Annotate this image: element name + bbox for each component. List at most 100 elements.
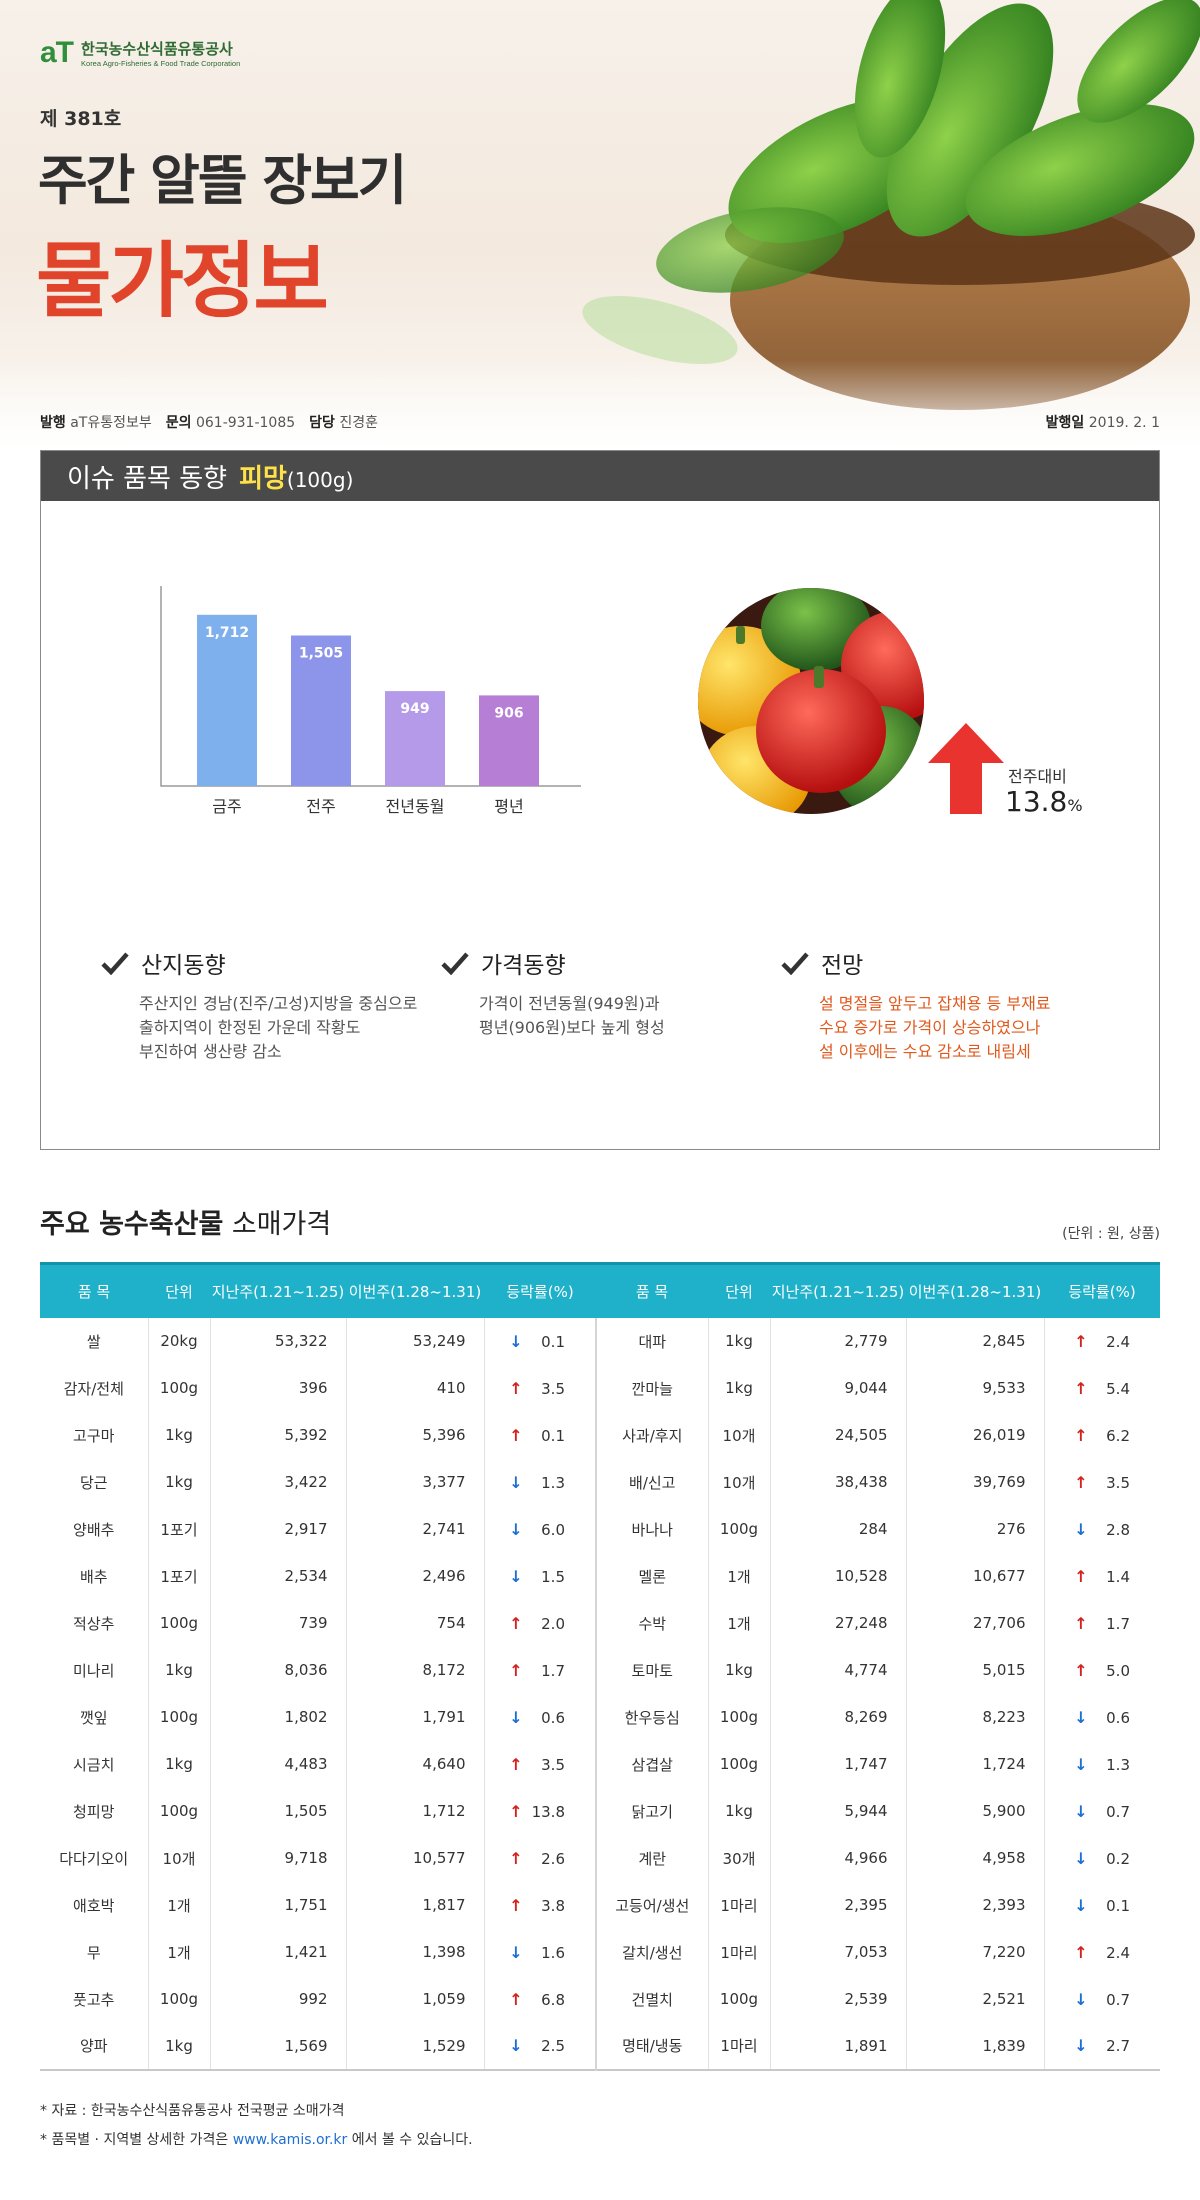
last-week-price: 9,718 <box>209 1834 346 1882</box>
column-header: 이번주(1.28~1.31) <box>346 1262 484 1318</box>
issue-item-unit: (100g) <box>286 467 354 492</box>
this-week-price: 2,741 <box>345 1505 484 1553</box>
last-week-price: 7,053 <box>769 1928 906 1976</box>
this-week-price: 1,712 <box>345 1787 484 1835</box>
change-rate: ↑ 0.1 <box>483 1411 596 1459</box>
publication-meta: 발행 aT유통정보부 문의 061-931-1085 담당 진경훈 <box>40 412 378 432</box>
table-row: 쌀 20kg 53,322 53,249 ↓ 0.1 대파 1kg 2,779 2,845 ↑ 2.4 <box>40 1317 1160 1365</box>
change-rate-value: 0.6 <box>1106 1708 1130 1727</box>
change-rate-value: 1.7 <box>1106 1614 1130 1633</box>
this-week-price: 10,577 <box>345 1834 484 1882</box>
note-origin-trend: 산지동향 주산지인 경남(진주/고성)지방을 중심으로 출하지역이 한정된 가운… <box>101 946 441 1064</box>
item-name: 한우등심 <box>595 1693 708 1741</box>
table-title-rest: 소매가격 <box>223 1209 332 1240</box>
date-value: 2019. 2. 1 <box>1088 415 1160 431</box>
item-unit: 10개 <box>707 1458 770 1506</box>
change-rate: ↓ 0.1 <box>1043 1881 1160 1929</box>
blue-down-arrow-icon: ↓ <box>1074 1801 1088 1821</box>
table-row: 깻잎 100g 1,802 1,791 ↓ 0.6 한우등심 100g 8,269 8,223 ↓ 0… <box>40 1693 1160 1741</box>
red-up-arrow-icon: ↑ <box>509 1378 523 1398</box>
change-rate-value: 2.6 <box>541 1849 565 1868</box>
item-name: 깐마늘 <box>595 1364 708 1412</box>
price-bar-chart: 1,712 금주 1,505 전주 949 전년동월 906 평년 <box>160 586 581 816</box>
item-unit: 100g <box>147 1599 210 1647</box>
item-unit: 10개 <box>707 1411 770 1459</box>
category-label: 금주 <box>212 797 241 816</box>
column-header: 등락률(%) <box>484 1262 596 1318</box>
note-title: 가격동향 <box>481 953 566 979</box>
change-rate-value: 2.7 <box>1106 2037 1130 2055</box>
item-unit: 1kg <box>707 1646 770 1694</box>
change-rate: ↑ 2.4 <box>1043 1317 1160 1365</box>
change-rate-value: 3.5 <box>1106 1473 1130 1492</box>
item-name: 수박 <box>595 1599 708 1647</box>
change-rate-value: 0.7 <box>1106 1802 1130 1821</box>
note-line: 출하지역이 한정된 가운데 작황도 <box>139 1018 361 1037</box>
this-week-price: 1,724 <box>905 1740 1044 1788</box>
issue-no: 381 <box>64 108 104 130</box>
wow-unit: % <box>1067 796 1083 815</box>
issue-suffix: 호 <box>103 108 122 130</box>
item-name: 감자/전체 <box>63 1379 124 1398</box>
red-up-arrow-icon: ↑ <box>1074 1472 1088 1492</box>
this-week-price: 4,640 <box>345 1740 484 1788</box>
date-label: 발행일 <box>1045 415 1085 431</box>
change-rate-value: 2.8 <box>1106 1520 1130 1539</box>
item-unit: 20kg <box>147 1317 210 1365</box>
item-unit: 1kg <box>147 1646 210 1694</box>
blue-down-arrow-icon: ↓ <box>509 1707 523 1727</box>
kamis-link[interactable]: www.kamis.or.kr <box>232 2132 348 2148</box>
item-unit: 100g <box>147 1975 210 2023</box>
this-week-price: 9,533 <box>905 1364 1044 1412</box>
category-label: 평년 <box>494 797 523 816</box>
note-title: 전망 <box>821 953 864 979</box>
last-week-price: 2,539 <box>769 1975 906 2023</box>
contact: 문의 061-931-1085 <box>166 412 295 432</box>
table-row: 당근 1kg 3,422 3,377 ↓ 1.3 배/신고 10개 38,438 39,769 ↑ 3… <box>40 1458 1160 1506</box>
red-up-arrow-icon: ↑ <box>509 1848 523 1868</box>
change-rate: ↓ 1.3 <box>483 1458 596 1506</box>
last-week-price: 1,569 <box>209 2022 346 2070</box>
this-week-price: 8,223 <box>905 1693 1044 1741</box>
change-rate-value: 6.2 <box>1106 1426 1130 1445</box>
item-unit: 1개 <box>147 1881 210 1929</box>
change-rate-value: 13.8 <box>531 1802 565 1821</box>
item-name: 무 <box>86 1943 101 1962</box>
change-rate: ↑ 1.4 <box>1043 1552 1160 1600</box>
week-over-week-label: 전주대비 <box>1008 767 1067 786</box>
table-row: 미나리 1kg 8,036 8,172 ↑ 1.7 토마토 1kg 4,774 5,015 ↑ 5.0 <box>40 1646 1160 1694</box>
change-rate-value: 5.0 <box>1106 1661 1130 1680</box>
table-title: 주요 농수축산물 소매가격 <box>40 1202 331 1241</box>
item-unit: 1개 <box>707 1552 770 1600</box>
change-rate-value: 0.1 <box>541 1426 565 1445</box>
blue-down-arrow-icon: ↓ <box>1074 1848 1088 1868</box>
change-rate: ↓ 1.6 <box>483 1928 596 1976</box>
change-rate: ↓ 1.3 <box>1043 1740 1160 1788</box>
item-name: 멜론 <box>595 1552 708 1600</box>
item-unit: 1개 <box>147 1928 210 1976</box>
change-rate: ↑ 1.7 <box>1043 1599 1160 1647</box>
note-line: 평년(906원)보다 높게 형성 <box>479 1018 665 1037</box>
bar-value-label: 1,505 <box>299 646 343 662</box>
item-unit: 1마리 <box>707 1881 770 1929</box>
retail-price-table: 품 목 단위 지난주(1.21~1.25) 이번주(1.28~1.31) 등락률(%) 품… <box>40 1262 1160 2071</box>
change-rate-value: 0.2 <box>1106 1849 1130 1868</box>
change-rate-value: 1.3 <box>1106 1755 1130 1774</box>
change-rate-value: 2.0 <box>541 1614 565 1633</box>
last-week-price: 38,438 <box>769 1458 906 1506</box>
week-over-week-value: 13.8% <box>1005 785 1083 818</box>
last-week-price: 53,322 <box>209 1317 346 1365</box>
manager: 담당 진경훈 <box>309 412 378 432</box>
this-week-price: 8,172 <box>345 1646 484 1694</box>
red-up-arrow-icon <box>928 723 1004 814</box>
note-line: 수요 증가로 가격이 상승하였으나 <box>819 1018 1041 1037</box>
change-rate: ↑ 1.7 <box>483 1646 596 1694</box>
last-week-price: 3,422 <box>209 1458 346 1506</box>
item-unit: 100g <box>147 1693 210 1741</box>
page-subtitle: 물가정보 <box>36 234 329 329</box>
publisher-label: 발행 <box>40 415 66 431</box>
item-name: 배추 <box>79 1567 108 1586</box>
item-name: 적상추 <box>73 1614 115 1633</box>
change-rate-value: 3.8 <box>541 1896 565 1915</box>
red-up-arrow-icon: ↑ <box>509 1613 523 1633</box>
